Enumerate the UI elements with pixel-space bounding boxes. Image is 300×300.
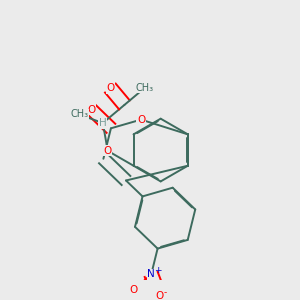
Text: CH₃: CH₃: [136, 83, 154, 93]
Text: O: O: [137, 115, 145, 124]
Text: -: -: [164, 289, 167, 298]
Text: O: O: [88, 105, 96, 115]
Text: H: H: [99, 118, 107, 128]
Text: +: +: [154, 266, 161, 275]
Text: O: O: [103, 146, 112, 156]
Text: N: N: [147, 269, 155, 280]
Text: O: O: [129, 285, 138, 295]
Text: CH₃: CH₃: [70, 110, 88, 119]
Text: O: O: [106, 83, 115, 93]
Text: O: O: [155, 291, 164, 300]
